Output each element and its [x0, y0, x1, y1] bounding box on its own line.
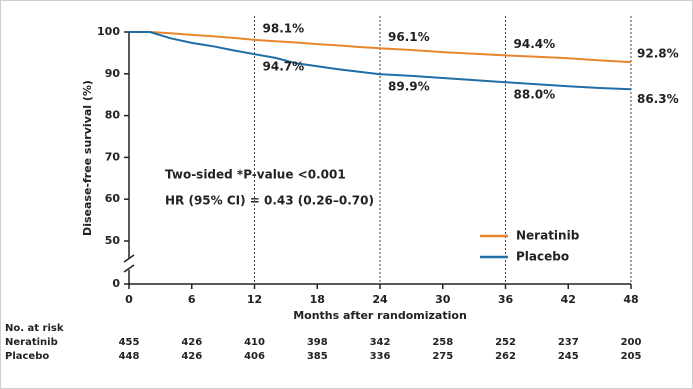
- x-tick-label: 36: [498, 293, 514, 306]
- x-tick-label: 6: [188, 293, 196, 306]
- y-tick-label: 0: [112, 277, 120, 290]
- risk-table-title: No. at risk: [5, 323, 64, 334]
- value-label: 89.9%: [388, 80, 430, 94]
- risk-count: 426: [181, 351, 202, 362]
- legend-label: Placebo: [516, 250, 569, 264]
- risk-count: 200: [621, 337, 642, 348]
- risk-count: 252: [495, 337, 516, 348]
- x-tick-label: 12: [247, 293, 262, 306]
- y-tick-label: 60: [105, 192, 121, 205]
- annotation: Two-sided *P-value <0.001: [165, 168, 346, 182]
- risk-count: 455: [119, 337, 140, 348]
- x-tick-label: 48: [623, 293, 638, 306]
- y-tick-label: 50: [105, 234, 121, 247]
- risk-count: 448: [119, 351, 140, 362]
- risk-count: 275: [432, 351, 453, 362]
- y-tick-label: 80: [105, 109, 121, 122]
- y-tick-label: 90: [105, 67, 121, 80]
- risk-count: 426: [181, 337, 202, 348]
- risk-count: 245: [558, 351, 579, 362]
- x-tick-label: 0: [125, 293, 133, 306]
- risk-count: 262: [495, 351, 516, 362]
- value-label: 96.1%: [388, 30, 430, 44]
- value-label: 86.3%: [637, 92, 679, 106]
- risk-count: 237: [558, 337, 579, 348]
- value-label: 94.7%: [263, 60, 305, 74]
- x-tick-label: 18: [310, 293, 325, 306]
- x-axis-label: Months after randomization: [293, 309, 467, 322]
- x-tick-label: 30: [435, 293, 451, 306]
- survival-curve: [129, 31, 632, 64]
- y-tick-label: 100: [97, 25, 120, 38]
- value-label: 92.8%: [637, 47, 679, 61]
- x-tick-label: 24: [372, 293, 388, 306]
- risk-count: 258: [432, 337, 453, 348]
- risk-row-label: Placebo: [5, 351, 49, 362]
- value-label: 88.0%: [514, 88, 556, 102]
- risk-count: 336: [370, 351, 391, 362]
- axis-break: [123, 254, 135, 263]
- y-tick-label: 70: [105, 150, 121, 163]
- risk-count: 398: [307, 337, 328, 348]
- x-tick-label: 42: [561, 293, 576, 306]
- risk-count: 410: [244, 337, 265, 348]
- risk-count: 342: [370, 337, 391, 348]
- survival-curve: [129, 31, 632, 91]
- legend-label: Neratinib: [516, 229, 580, 243]
- risk-count: 385: [307, 351, 328, 362]
- risk-count: 406: [244, 351, 265, 362]
- risk-row-label: Neratinib: [5, 337, 58, 348]
- axis-break: [123, 264, 135, 273]
- y-axis-label: Disease-free survival (%): [81, 80, 94, 236]
- annotation: HR (95% CI) = 0.43 (0.26–0.70): [165, 194, 374, 208]
- risk-count: 205: [621, 351, 642, 362]
- value-label: 98.1%: [263, 21, 305, 35]
- value-label: 94.4%: [514, 37, 556, 51]
